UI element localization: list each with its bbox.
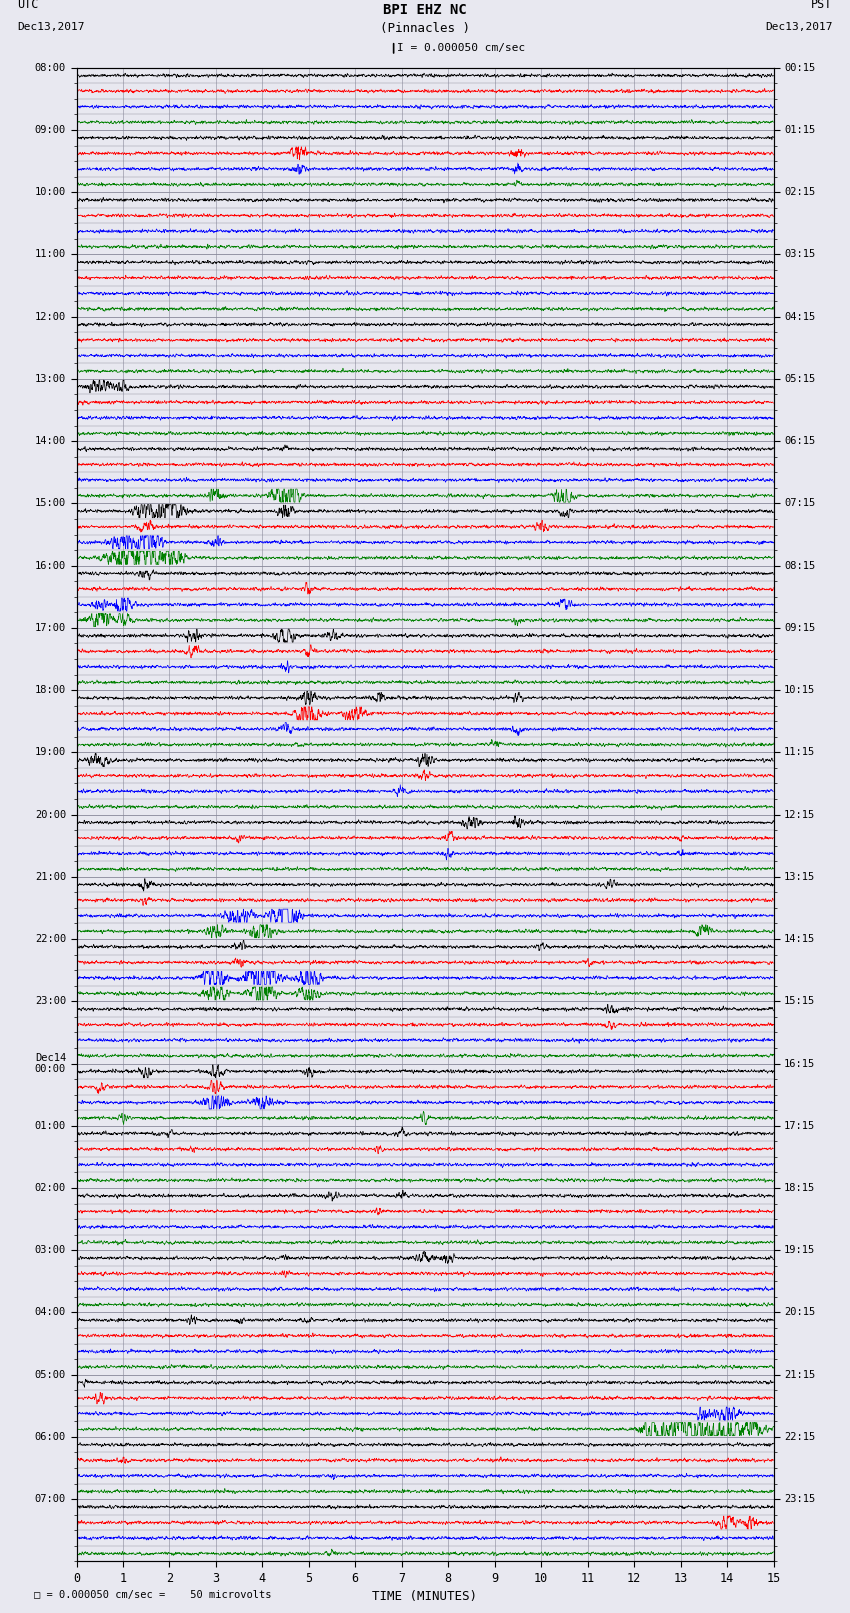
Text: PST: PST (812, 0, 833, 11)
X-axis label: TIME (MINUTES): TIME (MINUTES) (372, 1590, 478, 1603)
Text: Dec13,2017: Dec13,2017 (17, 23, 85, 32)
Text: I = 0.000050 cm/sec: I = 0.000050 cm/sec (397, 44, 525, 53)
Text: Dec13,2017: Dec13,2017 (765, 23, 833, 32)
Text: UTC: UTC (17, 0, 38, 11)
Text: BPI EHZ NC: BPI EHZ NC (383, 3, 467, 18)
Text: □ = 0.000050 cm/sec =    50 microvolts: □ = 0.000050 cm/sec = 50 microvolts (34, 1590, 271, 1600)
Text: (Pinnacles ): (Pinnacles ) (380, 23, 470, 35)
